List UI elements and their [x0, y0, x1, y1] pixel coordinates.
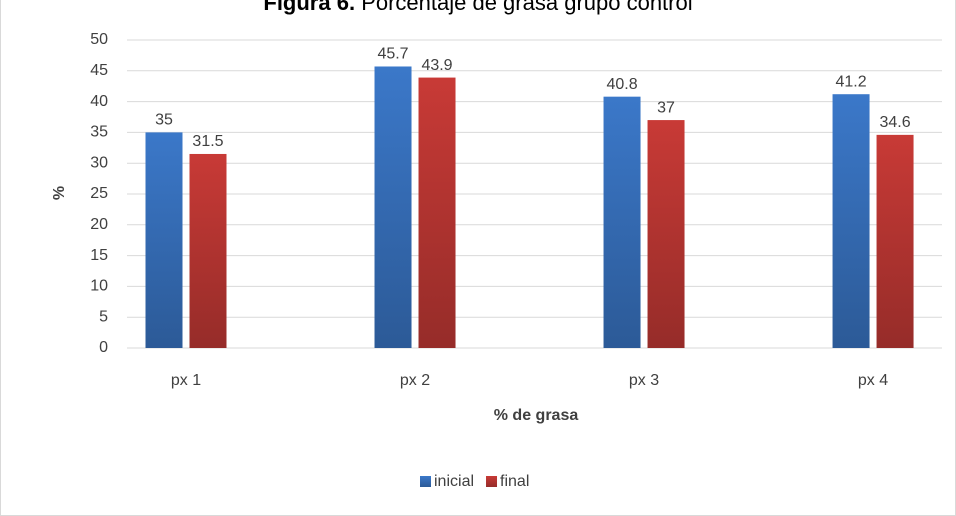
value-label: 43.9 [421, 57, 452, 74]
bar [374, 66, 412, 348]
value-label: 37 [657, 99, 675, 116]
x-tick-label: px 1 [171, 372, 201, 389]
x-tick-label: px 2 [400, 372, 430, 389]
legend-label: inicial [434, 473, 474, 490]
value-label: 34.6 [879, 114, 910, 131]
bar [647, 120, 685, 348]
value-label: 40.8 [606, 76, 637, 93]
value-label: 45.7 [377, 46, 408, 63]
title-text: Porcentaje de grasa grupo control [361, 0, 692, 15]
title-prefix: Figura 6. [263, 0, 355, 15]
x-tick-label: px 3 [629, 372, 659, 389]
legend-label: final [500, 473, 529, 490]
y-tick-label: 15 [90, 247, 108, 264]
y-tick-label: 10 [90, 278, 108, 295]
y-tick-label: 45 [90, 62, 108, 79]
x-tick-label: px 4 [858, 372, 888, 389]
value-label: 41.2 [835, 73, 866, 90]
y-tick-label: 50 [90, 31, 108, 48]
bar [832, 94, 870, 348]
y-tick-label: 20 [90, 216, 108, 233]
bar [603, 96, 641, 348]
y-tick-label: 25 [90, 185, 108, 202]
y-tick-label: 0 [99, 339, 108, 356]
y-tick-label: 35 [90, 124, 108, 141]
y-tick-label: 40 [90, 93, 108, 110]
y-tick-label: 30 [90, 154, 108, 171]
value-label: 35 [155, 112, 173, 129]
bar [418, 77, 456, 349]
legend-swatch [420, 476, 431, 487]
legend-swatch [486, 476, 498, 487]
bar [876, 134, 914, 348]
y-axis-label: % [51, 186, 68, 200]
value-label: 31.5 [192, 133, 223, 150]
x-axis-label: % de grasa [494, 407, 579, 424]
y-tick-label: 5 [99, 308, 108, 325]
bar [145, 132, 183, 348]
chart-title: Figura 6. Porcentaje de grasa grupo cont… [263, 0, 692, 15]
bar [189, 153, 227, 348]
